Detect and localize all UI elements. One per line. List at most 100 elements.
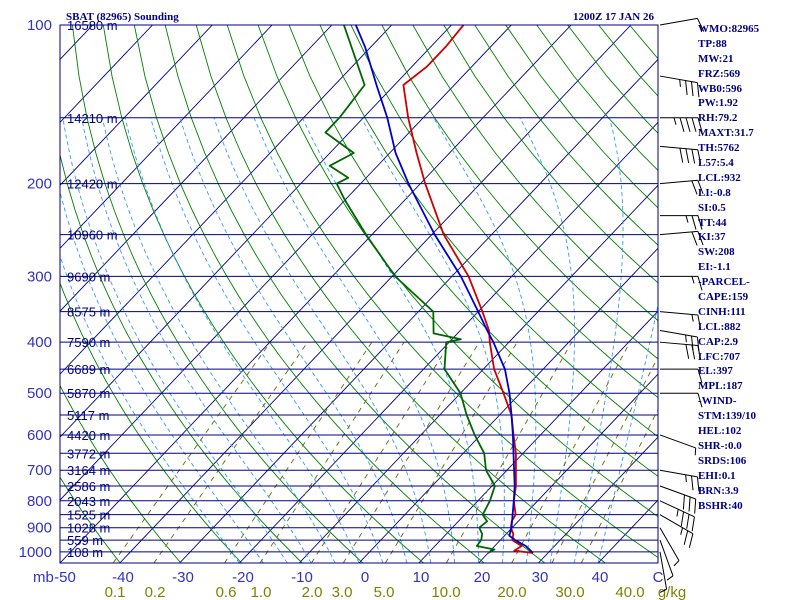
index-item: TP:88 <box>698 37 727 50</box>
height-label: 2043 m <box>67 494 110 509</box>
pressure-tick-label: 500 <box>27 385 52 402</box>
wind-barb-flag <box>691 475 694 491</box>
chart-title: SBAT (82965) Sounding <box>66 11 179 23</box>
wind-barb <box>659 179 704 195</box>
index-item: BSHR:40 <box>698 499 743 512</box>
wind-barb-flag <box>685 215 689 223</box>
mixing-ratio-tick-label: 10.0 <box>431 584 460 600</box>
wind-barb <box>659 75 700 98</box>
height-label: 3164 m <box>67 463 110 478</box>
isotherm-line <box>478 373 658 563</box>
mixing-ratio-line <box>311 341 451 563</box>
height-label: 3772 m <box>67 446 110 461</box>
index-item: KI:37 <box>698 231 726 244</box>
mixing-ratio-line <box>551 356 658 563</box>
pressure-tick-label: 100 <box>27 17 52 34</box>
wind-barb-flag <box>691 81 694 97</box>
wind-barb-flag <box>691 516 695 532</box>
valid-time: 1200Z 17 JAN 26 <box>573 11 654 23</box>
height-label: 9690 m <box>67 269 110 284</box>
index-item: MPL:187 <box>698 380 743 393</box>
wind-barb-flag <box>691 149 696 164</box>
pressure-tick-label: 200 <box>27 176 52 193</box>
wind-barb-flag <box>685 334 687 343</box>
wind-barb-flag <box>697 276 703 291</box>
wind-barb-shaft <box>659 341 698 346</box>
index-item: MW:21 <box>698 52 734 65</box>
height-label: 7590 m <box>67 335 110 350</box>
wind-barb-flag <box>697 215 703 230</box>
index-item: EHI:0.1 <box>698 469 736 482</box>
wind-barb <box>660 215 703 230</box>
isotherm-line <box>60 25 213 186</box>
index-item: LFC:707 <box>698 350 741 363</box>
moist-adiabat-line <box>124 117 360 563</box>
index-item: STM:139/10 <box>698 410 757 423</box>
wind-barb <box>659 485 697 514</box>
pressure-tick-label: 400 <box>27 334 52 351</box>
wind-barb-shaft <box>659 539 674 576</box>
wind-barb-shaft <box>659 75 698 84</box>
wind-barb-flag <box>688 496 691 512</box>
wind-barb-flag <box>697 149 702 165</box>
mixing-ratio-tick-label: 0.1 <box>105 584 126 600</box>
dry-adiabat-line <box>412 25 658 322</box>
index-item: CAP:2.9 <box>698 335 739 348</box>
wind-barb-flag <box>688 533 694 548</box>
height-label: 6689 m <box>67 362 110 377</box>
isotherm-line <box>60 25 153 124</box>
wind-barb-flag <box>697 117 703 132</box>
index-item: LCL:932 <box>698 171 741 184</box>
isotherm-line <box>60 25 572 563</box>
wind-barb-flag <box>673 117 677 125</box>
isotherm-line <box>538 436 658 563</box>
wind-barb-flag <box>691 314 694 322</box>
dry-adiabat-line <box>60 281 242 563</box>
wind-barb-shaft <box>659 17 698 26</box>
height-label: 14210 m <box>67 111 118 126</box>
index-item: RH:79.2 <box>698 112 738 125</box>
dry-adiabat-line <box>474 25 658 246</box>
wind-barb <box>659 551 668 593</box>
dry-adiabat-line <box>133 25 485 563</box>
wind-barb-shaft <box>659 329 698 338</box>
wind-barb-shaft <box>659 230 698 236</box>
height-label: 2586 m <box>67 479 110 494</box>
wind-barb-shaft <box>659 179 698 185</box>
temperature-tick-label: 40 <box>592 569 609 586</box>
index-item: HEL:102 <box>698 425 742 438</box>
wind-barb <box>659 230 704 246</box>
temperature-tick-label: -50 <box>54 569 76 586</box>
wind-barb-shaft <box>659 311 698 316</box>
wind-barb-flag <box>691 180 698 195</box>
mixing-ratio-line <box>342 341 480 563</box>
wind-barb-flag <box>697 345 702 360</box>
height-label: 559 m <box>67 533 103 548</box>
isotherm-line <box>298 184 658 563</box>
index-item: SI:0.5 <box>698 201 726 214</box>
temperature-tick-label: -30 <box>172 569 194 586</box>
stability-indices-panel: WMO:82965 TP:88 MW:21 FRZ:569 WB0:596 PW:1.92… <box>698 22 798 513</box>
wind-barb-flag <box>685 474 687 483</box>
mixing-ratio-tick-label: 5.0 <box>374 584 395 600</box>
mixing-ratio-tick-label: 1.0 <box>251 584 272 600</box>
wind-barb-flag <box>685 344 690 359</box>
height-label: 5117 m <box>67 408 109 423</box>
isotherm-line <box>60 25 273 249</box>
height-label: 10960 m <box>67 228 118 243</box>
wind-barb <box>660 368 703 384</box>
isotherm-line <box>60 25 452 438</box>
dry-adiabat-line <box>319 25 658 438</box>
wind-barb <box>660 392 703 408</box>
wind-barb-shaft <box>659 551 668 590</box>
dry-adiabat-line <box>60 476 121 563</box>
index-item: CINH:111 <box>698 305 746 318</box>
wind-barb-flag <box>696 18 705 32</box>
wind-barb-flag <box>694 498 697 514</box>
height-label: 1525 m <box>67 508 110 523</box>
index-item: EI:-1.1 <box>698 261 731 274</box>
dry-adiabat-line <box>288 25 658 477</box>
wind-barb <box>659 17 705 32</box>
